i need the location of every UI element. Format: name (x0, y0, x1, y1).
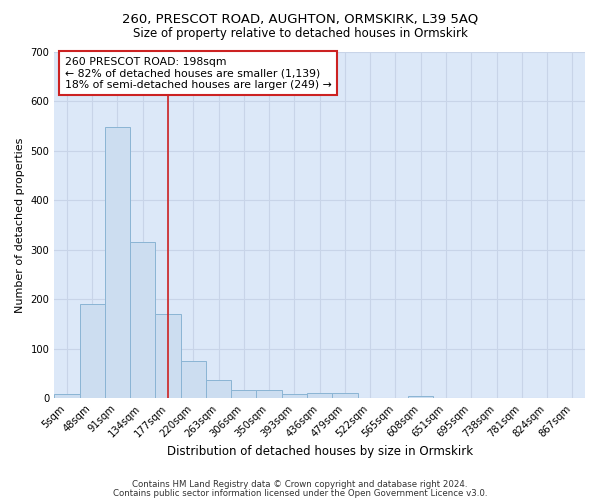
Bar (408, 396, 433, 398)
Text: Size of property relative to detached houses in Ormskirk: Size of property relative to detached ho… (133, 28, 467, 40)
Bar (307, 392, 332, 398)
Y-axis label: Number of detached properties: Number of detached properties (15, 138, 25, 312)
X-axis label: Distribution of detached houses by size in Ormskirk: Distribution of detached houses by size … (167, 444, 473, 458)
Text: Contains HM Land Registry data © Crown copyright and database right 2024.: Contains HM Land Registry data © Crown c… (132, 480, 468, 489)
Text: 260 PRESCOT ROAD: 198sqm
← 82% of detached houses are smaller (1,139)
18% of sem: 260 PRESCOT ROAD: 198sqm ← 82% of detach… (65, 56, 332, 90)
Bar (231, 390, 256, 398)
Bar (130, 242, 155, 398)
Bar (80, 304, 105, 398)
Bar (181, 362, 206, 399)
Bar (155, 314, 181, 398)
Text: Contains public sector information licensed under the Open Government Licence v3: Contains public sector information licen… (113, 488, 487, 498)
Bar (206, 380, 231, 398)
Text: 260, PRESCOT ROAD, AUGHTON, ORMSKIRK, L39 5AQ: 260, PRESCOT ROAD, AUGHTON, ORMSKIRK, L3… (122, 12, 478, 26)
Bar (256, 390, 282, 398)
Bar (54, 394, 80, 398)
Bar (332, 392, 358, 398)
Bar (282, 394, 307, 398)
Bar (105, 127, 130, 398)
